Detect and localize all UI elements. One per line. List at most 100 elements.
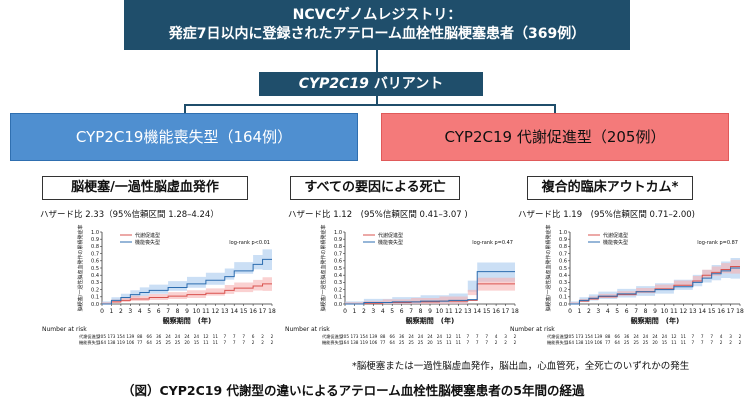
risk-value-gof: 24: [165, 334, 171, 339]
risk-value-gof: 4: [495, 334, 498, 339]
risk-value-lof: 25: [175, 340, 181, 345]
risk-value-gof: 24: [427, 334, 433, 339]
x-tick-label: 15: [483, 308, 491, 315]
footnote: *脳梗塞または一過性脳虚血発作，脳出血，心血管死，全死亡のいずれかの発生: [352, 361, 690, 372]
y-tick-label: 0.7: [559, 251, 567, 257]
legend-label-lof: 機能喪失型: [135, 239, 160, 246]
logrank-label: log-rank p=0.47: [472, 240, 513, 246]
risk-value-lof: 2: [252, 340, 255, 345]
risk-value-lof: 2: [720, 340, 723, 345]
km-chart-3: 脳梗塞/一過性脳虚血発作の累積発症率 0.00.1 0.20.30.40.50.6 0…: [510, 225, 744, 346]
logrank-label: log-rank p<0.01: [229, 240, 270, 246]
x-tick-label: 8: [176, 308, 180, 315]
risk-value-lof: 2: [514, 340, 517, 345]
y-tick-label: 0.9: [559, 237, 567, 243]
risk-value-lof: 11: [213, 340, 219, 345]
risk-value-lof: 7: [466, 340, 469, 345]
risk-value-lof: 25: [633, 340, 639, 345]
legend-label-gof: 代謝促進型: [603, 232, 628, 239]
y-tick-label: 0.0: [559, 302, 567, 308]
risk-value-lof: 25: [399, 340, 405, 345]
risk-value-gof: 66: [147, 334, 153, 339]
risk-value-gof: 24: [175, 334, 181, 339]
risk-value-gof: 3: [729, 334, 732, 339]
risk-value-gof: 24: [418, 334, 424, 339]
risk-value-gof: 3: [504, 334, 507, 339]
risk-value-gof: 12: [446, 334, 452, 339]
variant-gene: CYP2C19: [298, 76, 369, 92]
risk-value-lof: 25: [408, 340, 414, 345]
y-axis-label: 脳梗塞/一過性脳虚血発作の累積発症率: [545, 225, 552, 312]
x-tick-label: 12: [455, 308, 463, 315]
risk-value-gof: 154: [117, 334, 125, 339]
x-tick-label: 14: [473, 308, 481, 315]
x-tick-label: 5: [615, 308, 619, 315]
legend-label-lof: 機能喪失型: [603, 239, 628, 246]
risk-value-lof: 25: [643, 340, 649, 345]
variant-label: バリアント: [368, 76, 444, 92]
risk-value-lof: 25: [624, 340, 630, 345]
registry-line1: NCVCゲノムレジストリ：: [292, 7, 462, 23]
risk-value-lof: 7: [476, 340, 479, 345]
y-tick-label: 0.2: [91, 287, 99, 293]
risk-value-lof: 164: [341, 340, 349, 345]
risk-value-gof: 88: [605, 334, 611, 339]
risk-value-gof: 6: [252, 334, 255, 339]
risk-value-gof: 7: [701, 334, 704, 339]
risk-value-gof: 139: [594, 334, 602, 339]
risk-value-gof: 7: [466, 334, 469, 339]
x-tick-label: 12: [680, 308, 688, 315]
x-tick-label: 6: [400, 308, 404, 315]
x-tick-label: 7: [409, 308, 413, 315]
x-tick-label: 11: [202, 308, 210, 315]
y-tick-label: 0.1: [91, 295, 99, 301]
panel1-hazard-ratio: ハザード比 2.33（95%信頼区間 1.28–4.24）: [40, 210, 219, 220]
risk-value-lof: 119: [360, 340, 368, 345]
ci-band-lof: [570, 257, 740, 304]
ci-band-gof: [102, 276, 272, 304]
risk-value-lof: 7: [485, 340, 488, 345]
risk-value-gof: 24: [662, 334, 668, 339]
number-at-risk-label: Number at risk: [285, 326, 330, 333]
risk-value-gof: 7: [476, 334, 479, 339]
risk-value-lof: 2: [504, 340, 507, 345]
y-tick-label: 0.5: [559, 266, 567, 272]
x-tick-label: 7: [166, 308, 170, 315]
x-tick-label: 16: [717, 308, 725, 315]
risk-value-gof: 88: [137, 334, 143, 339]
risk-value-gof: 11: [681, 334, 687, 339]
risk-value-lof: 25: [165, 340, 171, 345]
x-tick-label: 17: [727, 308, 735, 315]
y-tick-label: 0.6: [91, 259, 99, 265]
curve-gof: [345, 283, 515, 305]
risk-value-gof: 24: [408, 334, 414, 339]
risk-value-lof: 77: [605, 340, 611, 345]
risk-value-lof: 164: [566, 340, 574, 345]
risk-value-gof: 12: [203, 334, 209, 339]
risk-value-lof: 106: [126, 340, 134, 345]
risk-value-lof: 138: [107, 340, 115, 345]
panel3-title: 複合的臨床アウトカム*: [527, 176, 693, 200]
x-tick-label: 9: [653, 308, 657, 315]
connector-top: [376, 50, 378, 72]
risk-value-lof: 15: [662, 340, 668, 345]
risk-row-gof-label: 代謝促進型: [547, 333, 568, 340]
x-tick-label: 18: [268, 308, 276, 315]
x-tick-label: 6: [157, 308, 161, 315]
x-tick-label: 6: [625, 308, 629, 315]
risk-value-lof: 25: [418, 340, 424, 345]
y-tick-label: 0.5: [91, 266, 99, 272]
y-tick-label: 0.4: [559, 273, 567, 279]
risk-value-gof: 66: [615, 334, 621, 339]
risk-value-lof: 64: [390, 340, 396, 345]
x-axis-label: 観察期間 (年): [163, 316, 211, 325]
risk-value-lof: 11: [456, 340, 462, 345]
y-tick-label: 0.7: [334, 251, 342, 257]
x-tick-label: 2: [362, 308, 366, 315]
risk-value-gof: 173: [107, 334, 115, 339]
x-tick-label: 13: [689, 308, 697, 315]
x-tick-label: 13: [464, 308, 472, 315]
x-tick-label: 3: [128, 308, 132, 315]
risk-value-gof: 205: [341, 334, 349, 339]
x-tick-label: 10: [661, 308, 669, 315]
